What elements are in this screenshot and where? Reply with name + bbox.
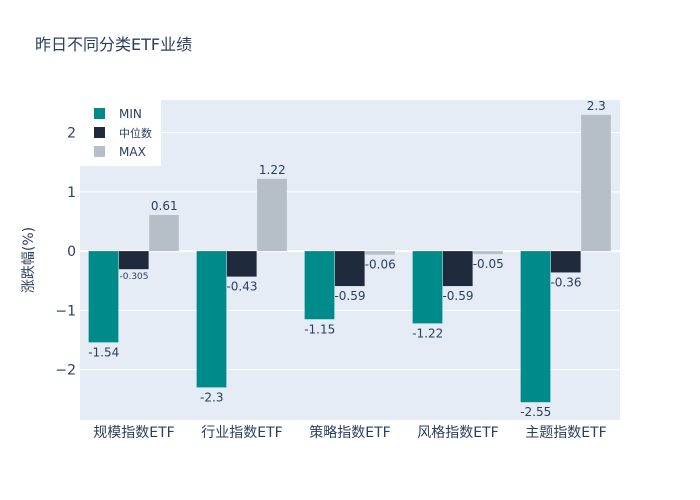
data-label: -0.05 xyxy=(473,257,504,271)
x-tick-label: 风格指数ETF xyxy=(417,425,498,441)
data-label: -0.305 xyxy=(119,272,148,282)
legend-label: MAX xyxy=(119,145,146,159)
bar xyxy=(149,214,179,252)
legend-label: MIN xyxy=(119,107,142,121)
bar xyxy=(118,251,149,270)
data-label: 2.3 xyxy=(587,99,606,113)
data-label: -2.55 xyxy=(520,405,551,419)
y-axis-label: 涨跌幅(%) xyxy=(21,227,37,293)
data-label: -0.06 xyxy=(365,258,396,272)
data-label: -1.22 xyxy=(412,326,443,340)
bar xyxy=(257,178,287,252)
bar xyxy=(442,251,473,287)
y-axis-ticks: −2 −1 0 1 2 xyxy=(55,126,76,379)
data-label: 1.22 xyxy=(259,163,286,177)
x-tick-label: 行业指数ETF xyxy=(201,425,282,441)
x-tick-label: 主题指数ETF xyxy=(525,425,606,441)
x-tick-label: 策略指数ETF xyxy=(309,424,390,441)
x-axis-ticks: 规模指数ETF 行业指数ETF 策略指数ETF 风格指数ETF 主题指数ETF xyxy=(93,424,606,441)
legend[interactable]: MIN 中位数 MAX xyxy=(80,100,161,166)
y-tick-label: 0 xyxy=(67,244,76,260)
y-tick-label: −2 xyxy=(55,363,76,379)
legend-swatch xyxy=(94,146,105,157)
bar xyxy=(88,251,119,343)
legend-swatch xyxy=(94,108,105,119)
bar xyxy=(581,114,611,252)
data-label: -0.59 xyxy=(334,289,365,303)
bar xyxy=(365,251,395,255)
legend-swatch xyxy=(94,127,105,138)
data-label: -1.15 xyxy=(304,322,335,336)
bar xyxy=(473,251,503,255)
bars xyxy=(88,114,611,403)
data-labels: -1.54 -0.305 0.61 -2.3 -0.43 1.22 -1.15 -0.59 -0… xyxy=(88,99,606,419)
data-label: -1.54 xyxy=(88,345,119,359)
x-tick-label: 规模指数ETF xyxy=(93,425,174,441)
y-tick-label: 2 xyxy=(67,126,76,142)
legend-label: 中位数 xyxy=(119,126,152,140)
bar xyxy=(412,251,443,324)
legend-box xyxy=(80,100,161,166)
bar xyxy=(520,251,551,403)
bar xyxy=(550,251,581,273)
data-label: -0.43 xyxy=(226,280,257,294)
data-label: -0.59 xyxy=(442,289,473,303)
chart-title: 昨日不同分类ETF业绩 xyxy=(35,35,192,54)
data-label: -0.36 xyxy=(550,275,581,289)
y-tick-label: −1 xyxy=(55,303,76,319)
bar xyxy=(304,251,335,320)
bar xyxy=(226,251,257,277)
data-label: -2.3 xyxy=(200,390,223,404)
y-tick-label: 1 xyxy=(67,185,76,201)
bar xyxy=(334,251,365,287)
data-label: 0.61 xyxy=(151,199,178,213)
bar xyxy=(196,251,227,388)
